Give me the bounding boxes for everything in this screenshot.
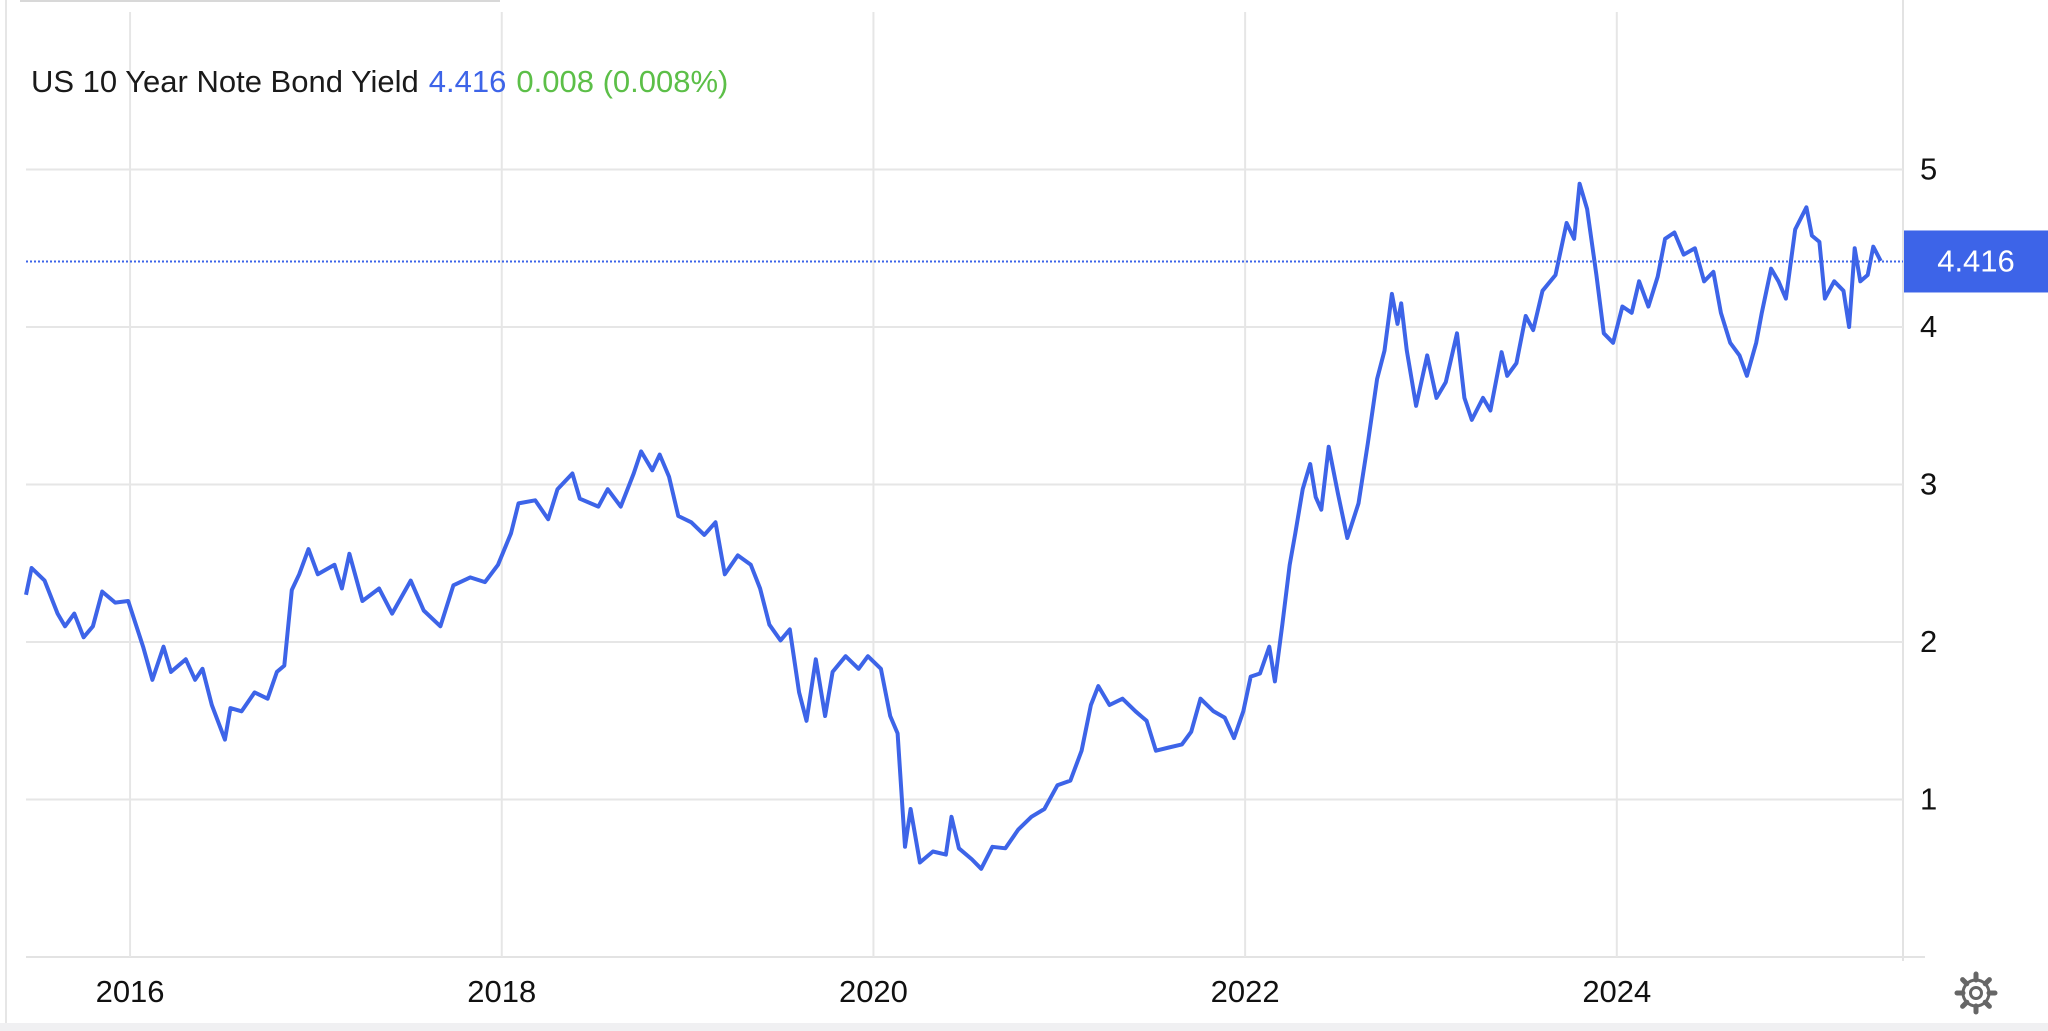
change: 0.008 (0.008%)	[516, 64, 729, 99]
y-tick-label: 3	[1920, 467, 1937, 502]
y-tick-label: 2	[1920, 624, 1937, 659]
last-value: 4.416	[428, 64, 507, 99]
x-tick-label: 2016	[96, 974, 165, 1009]
last-value-badge	[1904, 230, 2048, 293]
x-tick-label: 2018	[467, 974, 536, 1009]
x-tick-label: 2024	[1582, 974, 1651, 1009]
gear-hub	[1969, 986, 1983, 1000]
y-tick-label: 5	[1920, 152, 1937, 187]
title: US 10 Year Note Bond Yield	[31, 64, 419, 99]
last-value-badge-label: 4.416	[1937, 244, 2015, 279]
header: US 10 Year Note Bond Yield 4.416 0.008 (0.…	[31, 64, 738, 100]
x-tick-label: 2022	[1211, 974, 1280, 1009]
y-tick-label: 1	[1920, 782, 1937, 817]
yield-line	[24, 181, 1883, 871]
x-tick-label: 2020	[839, 974, 908, 1009]
bottom-strip	[0, 1023, 2048, 1031]
settings-gear[interactable]	[1954, 971, 1998, 1015]
y-tick-label: 4	[1920, 309, 1937, 344]
gear-teeth	[1954, 971, 1998, 1015]
